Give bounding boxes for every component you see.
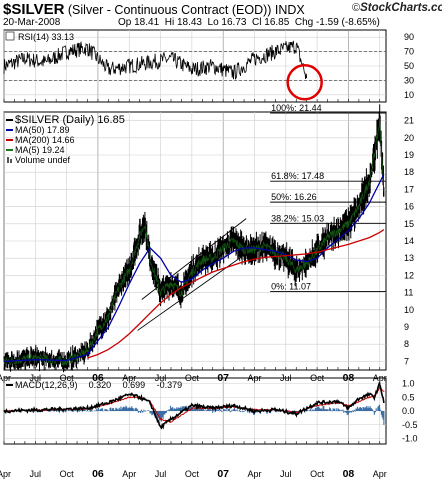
rsi-tick-label: 70 bbox=[404, 47, 414, 57]
macd-tick-label: -0.5 bbox=[402, 420, 418, 430]
bottom-x-tick-label: Apr bbox=[247, 469, 261, 479]
rsi-tick-label: 50 bbox=[404, 61, 414, 71]
stockcharts-logo: ©StockCharts.com bbox=[352, 2, 442, 14]
price-x-tick-label: Jul bbox=[280, 373, 292, 383]
chart-title: $SILVER (Silver - Continuous Contract (E… bbox=[3, 1, 305, 18]
fib-label: 50%: 16.26 bbox=[271, 192, 317, 202]
channel-line-lower bbox=[137, 250, 250, 331]
price-x-tick-label: Oct bbox=[60, 373, 75, 383]
volume-swatch bbox=[10, 159, 12, 163]
ohlc-readout: Op 18.41 Hi 18.43 Lo 16.73 Cl 16.85 Chg … bbox=[118, 17, 380, 28]
macd-tick-label: 0.0 bbox=[402, 406, 415, 416]
fib-label: 61.8%: 17.48 bbox=[271, 171, 324, 181]
price-x-tick-label: 06 bbox=[92, 372, 104, 384]
price-tick-label: 17 bbox=[404, 184, 414, 194]
price-legend-ma5: MA(5) 19.24 bbox=[15, 145, 65, 155]
price-tick-label: 14 bbox=[404, 236, 414, 246]
price-tick-label: 20 bbox=[404, 133, 414, 143]
price-x-tick-label: 07 bbox=[217, 372, 229, 384]
price-tick-label: 8 bbox=[404, 339, 409, 349]
price-tick-label: 12 bbox=[404, 270, 414, 280]
bottom-x-tick-label: 08 bbox=[343, 468, 355, 480]
fib-label: 100%: 21.44 bbox=[271, 103, 322, 113]
rsi-tick-label: 30 bbox=[404, 75, 414, 85]
macd-tick-label: 1.0 bbox=[402, 379, 415, 389]
price-legend-ma200: MA(200) 14.66 bbox=[15, 135, 75, 145]
price-tick-label: 11 bbox=[404, 288, 413, 298]
bottom-x-tick-label: Apr bbox=[122, 469, 136, 479]
price-x-tick-label: Apr bbox=[0, 373, 11, 383]
price-tick-label: 15 bbox=[404, 219, 414, 229]
bottom-x-tick-label: Oct bbox=[60, 469, 75, 479]
rsi-highlight-circle bbox=[286, 63, 323, 101]
bottom-x-tick-label: Oct bbox=[310, 469, 325, 479]
bottom-x-tick-label: Oct bbox=[185, 469, 200, 479]
fib-label: 38.2%: 15.03 bbox=[271, 213, 324, 223]
rsi-tick-label: 90 bbox=[404, 32, 414, 42]
macd-legend-signal: 0.699 bbox=[123, 380, 146, 390]
macd-legend-label: MACD(12,26,9) bbox=[15, 380, 78, 390]
price-legend-symbol: $SILVER (Daily) 16.85 bbox=[15, 114, 125, 126]
chart-date: 20-Mar-2008 bbox=[3, 17, 61, 28]
ma50-line bbox=[3, 173, 385, 363]
bottom-x-tick-label: Jul bbox=[155, 469, 167, 479]
fib-label: 0%: 11.07 bbox=[271, 281, 311, 291]
price-x-tick-label: Jul bbox=[30, 373, 42, 383]
volume-swatch bbox=[7, 157, 9, 163]
price-x-tick-label: Oct bbox=[310, 373, 325, 383]
ma5-line bbox=[3, 118, 385, 366]
rsi-legend-swatch bbox=[5, 31, 15, 41]
bottom-x-tick-label: 06 bbox=[92, 468, 104, 480]
price-x-tick-label: Apr bbox=[247, 373, 261, 383]
price-legend-volume: Volume undef bbox=[15, 155, 71, 165]
price-tick-label: 18 bbox=[404, 167, 414, 177]
price-tick-label: 7 bbox=[404, 356, 409, 366]
price-tick-label: 16 bbox=[404, 202, 414, 212]
rsi-tick-label: 10 bbox=[404, 90, 414, 100]
rsi-line bbox=[3, 40, 308, 80]
price-x-tick-label: 08 bbox=[343, 372, 355, 384]
price-x-tick-label: Apr bbox=[373, 373, 387, 383]
macd-line bbox=[3, 382, 385, 430]
price-x-tick-label: Apr bbox=[122, 373, 136, 383]
macd-tick-label: 0.5 bbox=[402, 392, 415, 402]
price-x-tick-label: Jul bbox=[155, 373, 167, 383]
bottom-x-tick-label: Apr bbox=[373, 469, 387, 479]
bottom-x-tick-label: Apr bbox=[0, 469, 11, 479]
price-tick-label: 10 bbox=[404, 305, 414, 315]
ma200-line bbox=[87, 229, 385, 359]
price-tick-label: 21 bbox=[404, 116, 414, 126]
price-tick-label: 19 bbox=[404, 150, 414, 160]
macd-tick-label: -1.0 bbox=[402, 434, 418, 444]
price-legend-ma50: MA(50) 17.89 bbox=[15, 125, 70, 135]
bottom-x-tick-label: Jul bbox=[30, 469, 42, 479]
macd-legend-value: 0.320 bbox=[89, 380, 112, 390]
macd-legend-histogram: -0.379 bbox=[157, 380, 183, 390]
price-x-tick-label: Oct bbox=[185, 373, 200, 383]
price-tick-label: 13 bbox=[404, 253, 414, 263]
rsi-legend: RSI(14) 33.13 bbox=[18, 32, 74, 42]
bottom-x-tick-label: 07 bbox=[217, 468, 229, 480]
price-tick-label: 9 bbox=[404, 322, 409, 332]
bottom-x-tick-label: Jul bbox=[280, 469, 292, 479]
